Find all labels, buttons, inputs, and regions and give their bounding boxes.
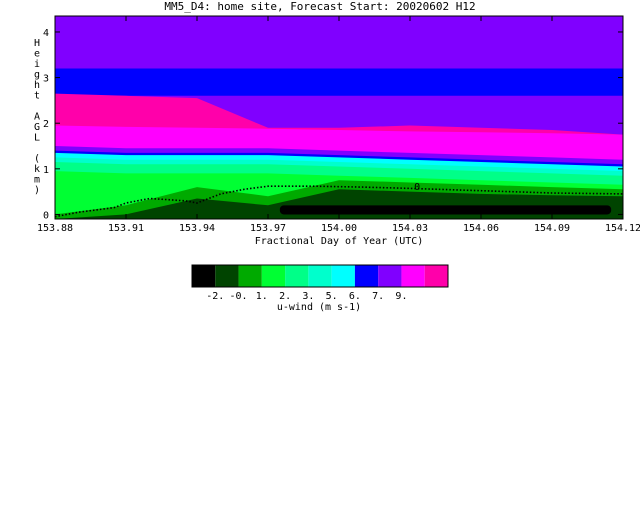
colorbar-tick-label: 3. (302, 291, 314, 302)
y-axis-label-char: m (34, 175, 40, 186)
colorbar-tick-label: 2. (279, 291, 291, 302)
colorbar-swatch (238, 265, 262, 287)
y-axis-label-char: ) (34, 185, 40, 196)
y-axis-label-char: i (34, 59, 40, 70)
y-axis-label-char: A (34, 112, 40, 123)
contour-bands (55, 16, 623, 219)
colorbar-tick-label: 1. (256, 291, 268, 302)
x-tick-label: 153.91 (108, 223, 144, 234)
colorbar-swatch (401, 265, 425, 287)
y-tick-label: 0 (43, 210, 49, 221)
y-axis-label-char: t (34, 91, 40, 102)
colorbar-swatch (215, 265, 239, 287)
x-tick-label: 154.12 (605, 223, 640, 234)
colorbar-tick-label: -0. (230, 291, 248, 302)
zero-contour: 0 (55, 182, 623, 218)
y-tick-label: 1 (43, 165, 49, 176)
x-axis-label: Fractional Day of Year (UTC) (255, 236, 424, 247)
y-axis-label-char: G (34, 122, 40, 133)
contour-core (279, 205, 612, 215)
colorbar-tick-label: 6. (349, 291, 361, 302)
x-axis: 153.88 153.91 153.94 153.97 154.00 154.03 154.… (37, 16, 640, 234)
y-tick-label: 2 (43, 119, 49, 130)
colorbar-swatch (424, 265, 448, 287)
colorbar: -2. -0. 1. 2. 3. 5. 6. 7. 9. (191, 264, 449, 302)
y-axis-label-char: k (34, 164, 40, 175)
colorbar-tick-label: 5. (326, 291, 338, 302)
y-axis-label-char: h (34, 80, 40, 91)
colorbar-tick-label: -2. (206, 291, 224, 302)
x-tick-label: 153.94 (179, 223, 215, 234)
colorbar-frame (191, 264, 449, 288)
y-axis-label-char: L (34, 133, 40, 144)
y-axis-label-char: g (34, 70, 40, 81)
x-tick-label: 154.03 (392, 223, 428, 234)
y-axis-label-char: H (34, 38, 40, 49)
colorbar-tick-label: 9. (395, 291, 407, 302)
chart-title: MM5_D4: home site, Forecast Start: 20020… (164, 0, 476, 13)
colorbar-swatch (331, 265, 355, 287)
colorbar-swatch (285, 265, 309, 287)
y-tick-label: 3 (43, 74, 49, 85)
colorbar-swatch (261, 265, 286, 287)
x-tick-label: 153.88 (37, 223, 73, 234)
y-axis-label-char: ( (34, 154, 40, 165)
x-tick-label: 154.06 (463, 223, 499, 234)
colorbar-swatch (192, 265, 216, 287)
colorbar-label: u-wind (m s-1) (277, 302, 361, 313)
y-axis: 0 1 2 3 4 (43, 28, 623, 221)
y-axis-label-char: e (34, 49, 40, 60)
colorbar-tick-label: 7. (372, 291, 384, 302)
colorbar-swatch (354, 265, 379, 287)
x-tick-label: 154.09 (534, 223, 570, 234)
x-tick-label: 154.00 (321, 223, 357, 234)
x-tick-label: 153.97 (250, 223, 286, 234)
colorbar-swatch (378, 265, 402, 287)
zero-contour-label: 0 (414, 182, 420, 193)
y-tick-label: 4 (43, 28, 49, 39)
colorbar-swatch (308, 265, 332, 287)
